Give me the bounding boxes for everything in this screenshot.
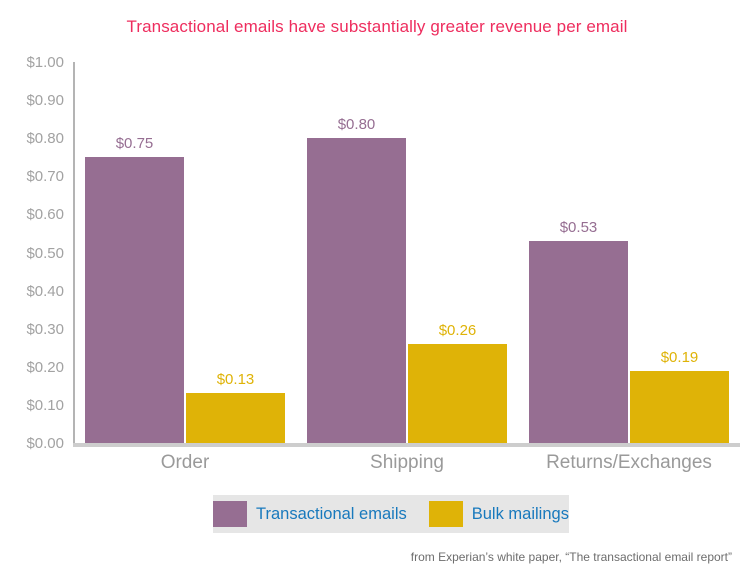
bar-value-label: $0.13 bbox=[216, 371, 255, 388]
x-axis-line bbox=[73, 443, 740, 447]
y-axis-tick-label: $0.50 bbox=[26, 244, 64, 262]
bar-bulk-mailings-returns-exchanges bbox=[630, 371, 729, 443]
legend-label-bulk-mailings: Bulk mailings bbox=[471, 504, 569, 523]
legend-label-transactional-emails: Transactional emails bbox=[256, 504, 407, 523]
y-axis-tick-label: $0.40 bbox=[26, 282, 64, 300]
bar-value-label: $0.19 bbox=[660, 349, 699, 366]
y-axis-tick-label: $0.70 bbox=[26, 168, 64, 186]
y-axis-tick-label: $0.80 bbox=[26, 130, 64, 148]
bar-transactional-emails-shipping bbox=[307, 138, 406, 443]
y-axis-line bbox=[73, 62, 75, 447]
bar-value-label: $0.80 bbox=[337, 116, 376, 133]
legend-swatch-transactional-emails bbox=[213, 501, 248, 527]
x-axis-category-label: Order bbox=[160, 452, 210, 473]
bar-value-label: $0.26 bbox=[438, 322, 477, 339]
legend-swatch-bulk-mailings bbox=[428, 501, 463, 527]
bar-value-label: $0.75 bbox=[115, 135, 154, 152]
legend-item-transactional-emails: Transactional emails bbox=[213, 501, 407, 527]
y-axis-tick-label: $0.10 bbox=[26, 396, 64, 414]
bar-value-label: $0.53 bbox=[559, 219, 598, 236]
y-axis-tick-label: $1.00 bbox=[26, 54, 64, 71]
source-note: from Experian’s white paper, “The transa… bbox=[410, 550, 732, 564]
y-axis-tick-label: $0.30 bbox=[26, 320, 64, 338]
legend-item-bulk-mailings: Bulk mailings bbox=[428, 501, 569, 527]
x-axis-category-label: Shipping bbox=[370, 452, 444, 473]
y-axis-tick-label: $0.60 bbox=[26, 206, 64, 224]
y-axis-tick-label: $0.20 bbox=[26, 358, 64, 376]
x-axis-category-label: Returns/Exchanges bbox=[546, 452, 712, 473]
y-axis-tick-label: $0.00 bbox=[26, 435, 64, 452]
y-axis-tick-label: $0.90 bbox=[26, 92, 64, 110]
chart-title: Transactional emails have substantially … bbox=[126, 17, 628, 36]
bar-transactional-emails-order bbox=[85, 157, 184, 443]
bar-bulk-mailings-shipping bbox=[408, 344, 507, 443]
legend: Transactional emails Bulk mailings bbox=[213, 495, 569, 533]
bar-bulk-mailings-order bbox=[186, 393, 285, 443]
bar-transactional-emails-returns-exchanges bbox=[529, 241, 628, 443]
